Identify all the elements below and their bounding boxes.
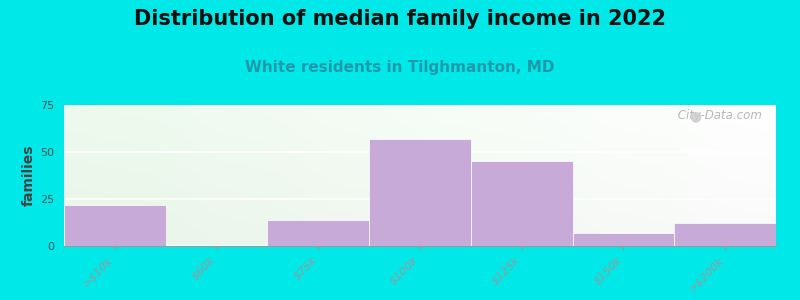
Text: White residents in Tilghmanton, MD: White residents in Tilghmanton, MD xyxy=(246,60,554,75)
Bar xyxy=(674,224,776,246)
Text: Distribution of median family income in 2022: Distribution of median family income in … xyxy=(134,9,666,29)
Bar xyxy=(573,233,674,246)
Text: ●: ● xyxy=(689,109,702,123)
Bar xyxy=(64,205,166,246)
Bar xyxy=(471,161,573,246)
Text: City-Data.com: City-Data.com xyxy=(674,109,762,122)
Bar xyxy=(369,139,471,246)
Y-axis label: families: families xyxy=(22,145,36,206)
Bar xyxy=(267,220,369,246)
